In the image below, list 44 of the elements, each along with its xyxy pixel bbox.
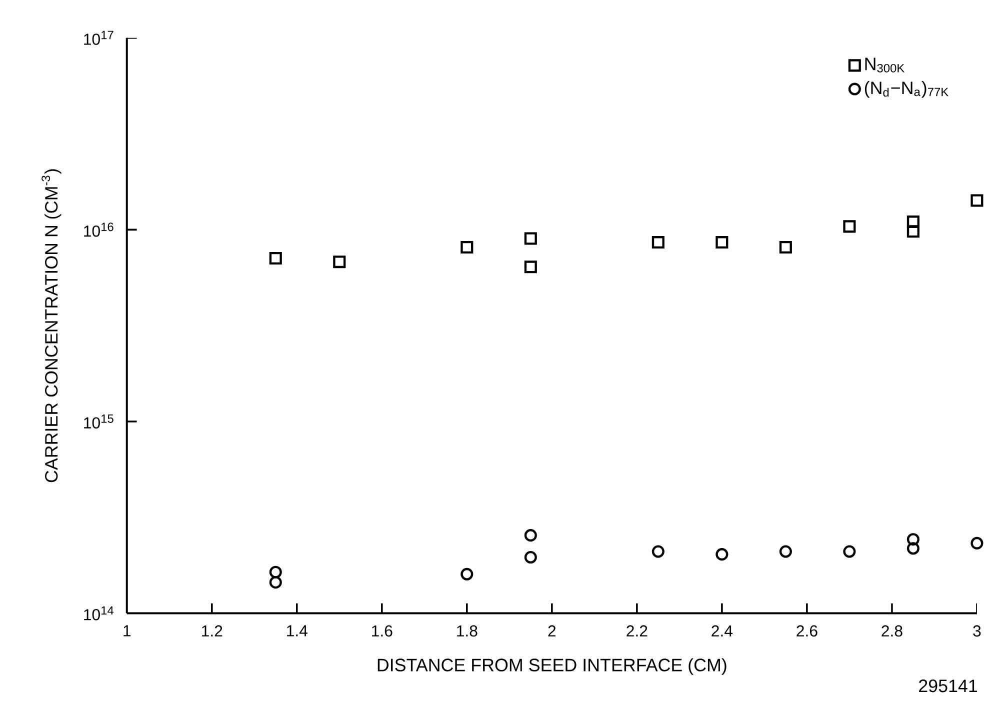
legend-label: N$_{300K}$ xyxy=(865,58,905,72)
point xyxy=(333,255,346,268)
point xyxy=(906,215,920,228)
x-tick-label: 2.4 xyxy=(712,625,733,636)
point xyxy=(906,542,920,555)
x-tick-label: 3 xyxy=(973,625,981,636)
x-tick-label: 2.6 xyxy=(796,625,818,636)
point xyxy=(524,550,537,564)
point xyxy=(524,260,537,274)
point xyxy=(716,236,728,248)
point xyxy=(906,225,920,238)
x-tick-label: 2.8 xyxy=(882,625,902,636)
point xyxy=(652,236,664,248)
point xyxy=(524,232,537,245)
point xyxy=(652,545,664,558)
y-tick-label: 10$^{17}$ xyxy=(84,30,114,45)
legend-label: (N$_{d}$−N$_{a}$)$_{77K}$ xyxy=(864,80,948,98)
y-tick-label: 10$^{14}$ xyxy=(84,606,114,620)
x-tick-label: 1.8 xyxy=(457,625,478,636)
x-tick-label: 1.6 xyxy=(372,625,392,636)
text: 295141 xyxy=(919,679,978,692)
point xyxy=(460,240,474,254)
x-tick-label: 1 xyxy=(124,625,131,636)
x-tick-label: 1.2 xyxy=(202,625,222,636)
point xyxy=(843,220,856,233)
point xyxy=(269,576,282,589)
point xyxy=(460,568,474,580)
x-tick-label: 1.4 xyxy=(287,625,308,636)
point xyxy=(269,566,282,578)
point xyxy=(779,545,792,558)
point xyxy=(843,545,856,558)
x-axis-title: DISTANCE FROM SEED INTERFACE (CM) xyxy=(378,658,726,675)
point xyxy=(970,536,984,550)
point xyxy=(269,252,282,264)
y-tick-label: 10$^{15}$ xyxy=(84,414,114,428)
point xyxy=(779,240,792,254)
x-tick-label: 2.2 xyxy=(626,625,648,636)
point xyxy=(970,194,984,207)
y-tick-label: 10$^{16}$ xyxy=(84,222,114,237)
point xyxy=(524,528,537,542)
point xyxy=(716,548,728,560)
y-axis-title: CARRIER CONCENTRATION N (CM$^{-3}$) xyxy=(42,169,62,482)
point xyxy=(906,532,920,546)
x-tick-label: 2 xyxy=(548,625,556,636)
